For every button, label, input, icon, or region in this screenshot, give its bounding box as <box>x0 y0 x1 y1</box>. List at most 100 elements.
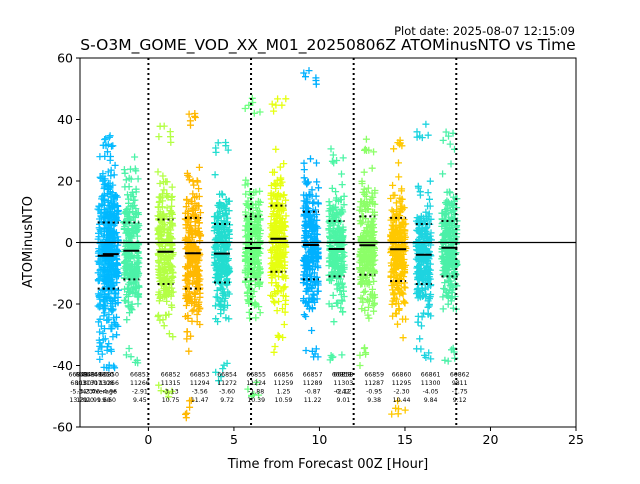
stat-label: 66852 <box>161 371 181 378</box>
data-point <box>315 184 322 192</box>
stat-label: 66861 <box>421 371 441 378</box>
data-point <box>445 132 452 140</box>
data-point <box>279 206 287 214</box>
stat-label: 11300 <box>421 380 441 387</box>
data-point <box>362 350 370 358</box>
data-point <box>450 193 458 201</box>
data-point <box>313 216 321 224</box>
data-point <box>449 253 457 261</box>
data-point <box>96 355 104 363</box>
data-point <box>193 177 201 185</box>
axes-layer: 0 5 10 15 20 25 -60 -40 -20 0 20 40 60 <box>53 51 584 448</box>
data-point <box>105 293 113 301</box>
data-point <box>332 188 340 196</box>
data-point <box>327 145 335 153</box>
data-point <box>94 205 102 213</box>
data-point <box>418 232 426 240</box>
data-point <box>391 269 399 277</box>
stat-label: 66857 <box>303 371 323 378</box>
data-point <box>224 146 232 154</box>
data-point <box>441 222 449 230</box>
data-point <box>359 199 367 207</box>
data-point <box>122 176 130 184</box>
data-point <box>361 287 369 295</box>
data-point <box>103 190 111 198</box>
data-point <box>134 240 142 248</box>
data-point <box>103 343 111 351</box>
data-point <box>213 266 221 274</box>
data-point <box>187 332 195 340</box>
data-point <box>278 101 286 109</box>
data-points-layer <box>94 67 461 422</box>
data-point <box>307 155 314 163</box>
data-point <box>364 296 372 304</box>
data-point <box>304 288 312 295</box>
data-point <box>106 237 114 245</box>
data-point <box>365 297 373 305</box>
data-point <box>422 120 430 128</box>
data-point <box>389 208 397 216</box>
data-point <box>155 265 163 273</box>
data-point <box>223 281 231 289</box>
data-point <box>305 67 313 75</box>
data-point <box>255 222 263 230</box>
data-point <box>104 198 112 206</box>
data-point <box>273 282 281 290</box>
data-point <box>401 284 409 292</box>
data-point <box>339 308 347 316</box>
data-point <box>105 270 113 278</box>
data-point <box>165 310 173 318</box>
data-point <box>397 255 405 263</box>
data-point <box>107 325 115 333</box>
data-point <box>121 285 129 293</box>
data-point <box>308 265 316 273</box>
data-point <box>114 202 122 210</box>
data-point <box>242 249 250 257</box>
data-point <box>122 297 130 305</box>
data-point <box>101 301 108 309</box>
data-point <box>274 331 282 339</box>
data-point <box>302 313 310 320</box>
data-point <box>213 274 221 282</box>
data-point <box>388 300 396 308</box>
data-point <box>282 212 290 220</box>
data-point <box>338 296 346 304</box>
data-point <box>391 233 399 241</box>
data-point <box>99 170 107 178</box>
data-point <box>184 314 192 322</box>
data-point <box>308 272 315 280</box>
data-point <box>125 183 133 191</box>
data-point <box>187 198 195 205</box>
data-point <box>132 205 140 213</box>
data-point <box>241 181 249 189</box>
data-point <box>301 254 308 262</box>
data-point <box>426 235 434 243</box>
point-group-66856 <box>299 67 322 361</box>
data-point <box>308 285 316 293</box>
data-point <box>333 274 341 282</box>
data-point <box>186 117 194 125</box>
data-point <box>414 276 422 284</box>
data-point <box>97 227 105 235</box>
data-point <box>274 95 282 103</box>
data-point <box>424 303 432 311</box>
data-point <box>281 283 289 291</box>
data-point <box>102 142 110 150</box>
data-point <box>443 228 451 236</box>
data-point <box>450 348 458 356</box>
data-point <box>190 210 198 218</box>
data-point <box>426 195 433 203</box>
stat-label: -0.95 <box>366 388 382 395</box>
data-point <box>157 387 165 395</box>
stat-label: -3.56 <box>192 388 208 395</box>
data-point <box>195 163 203 171</box>
data-point <box>155 381 163 389</box>
data-point <box>164 193 172 201</box>
data-point <box>183 196 191 203</box>
data-point <box>338 170 345 178</box>
data-point <box>304 281 311 289</box>
data-point <box>325 198 333 206</box>
stat-label: -0.42 <box>334 388 350 395</box>
data-point <box>154 203 162 211</box>
